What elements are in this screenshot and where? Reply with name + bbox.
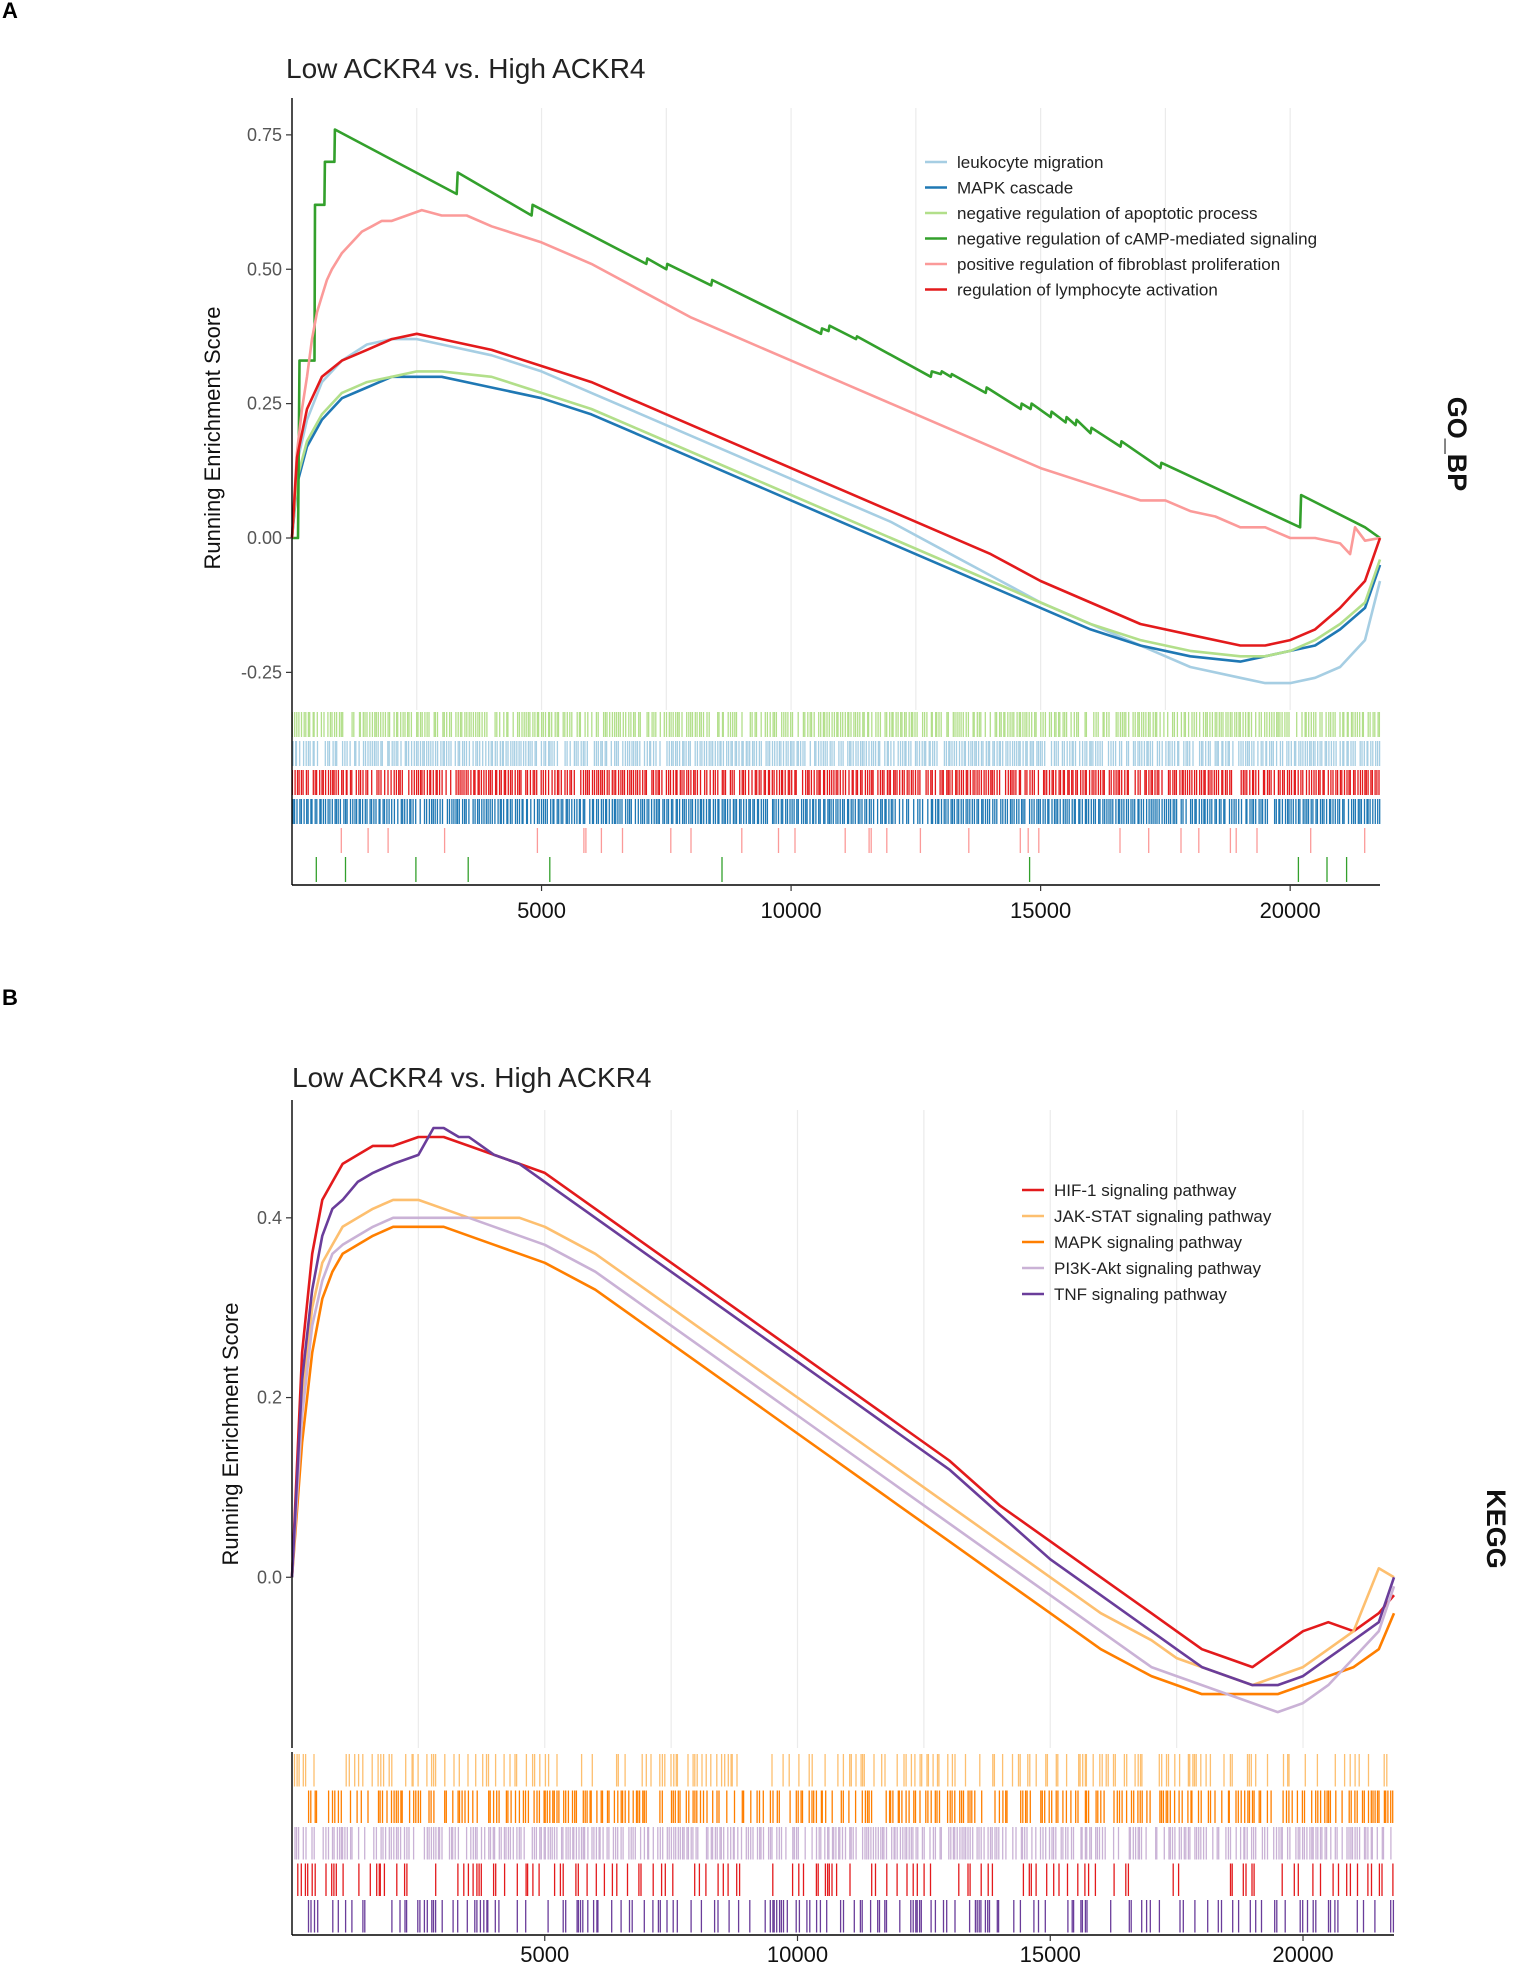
x-tick-label: 5000 xyxy=(517,898,566,923)
series-line-hif-1-signaling-pathway xyxy=(290,1135,1395,1669)
series-line-tnf-signaling-pathway xyxy=(290,1126,1396,1687)
panel-a-hit-rugs xyxy=(291,712,1381,882)
legend-item-jak-stat-signaling-pathway: JAK-STAT signaling pathway xyxy=(1022,1207,1272,1226)
series-line-mapk-signaling-pathway xyxy=(290,1225,1396,1696)
x-tick-label: 15000 xyxy=(1010,898,1071,923)
series-line-positive-regulation-of-fibroblast-proliferation xyxy=(290,208,1381,556)
x-tick-label: 10000 xyxy=(767,1942,828,1965)
series-line-negative-regulation-of-apoptotic-process xyxy=(290,370,1382,658)
panel-a-strip-label: GO_BP xyxy=(1442,397,1472,492)
rug-tnf-signaling-pathway xyxy=(307,1900,1395,1933)
rug-leukocyte-migration xyxy=(292,741,1381,766)
panel-b-axes: 0.0 0.2 0.4 5000 10000 15000 20000 xyxy=(257,1100,1394,1965)
x-tick-label: 10000 xyxy=(760,898,821,923)
panel-b-title: Low ACKR4 vs. High ACKR4 xyxy=(292,1062,652,1093)
y-tick-label: -0.25 xyxy=(241,662,282,682)
rug-mapk-cascade xyxy=(292,799,1381,824)
panel-b-series-lines xyxy=(290,1126,1396,1714)
legend-item-mapk-cascade: MAPK cascade xyxy=(925,179,1073,198)
series-line-pi3k-akt-signaling-pathway xyxy=(290,1216,1396,1714)
legend-label: MAPK cascade xyxy=(957,179,1073,198)
panel-b-ylabel: Running Enrichment Score xyxy=(218,1303,243,1566)
panel-a-ylabel: Running Enrichment Score xyxy=(200,307,225,570)
panel-a: A Low ACKR4 vs. High ACKR4 -0.25 0.00 0.25… xyxy=(2,0,1472,923)
panel-b: B Low ACKR4 vs. High ACKR4 0.0 0.2 0.4 5000… xyxy=(2,985,1511,1965)
x-tick-label: 20000 xyxy=(1260,898,1321,923)
panel-a-legend: leukocyte migration MAPK cascade negative … xyxy=(925,153,1317,300)
rug-jak-stat-signaling-pathway xyxy=(293,1754,1388,1787)
x-tick-label: 5000 xyxy=(520,1942,569,1965)
y-tick-label: 0.00 xyxy=(247,528,282,548)
legend-item-mapk-signaling-pathway: MAPK signaling pathway xyxy=(1022,1233,1243,1252)
legend-label: regulation of lymphocyte activation xyxy=(957,281,1218,300)
rug-negative-regulation-of-camp-mediated-signaling xyxy=(315,857,1348,882)
panel-a-series-lines xyxy=(290,128,1382,685)
x-tick-label: 15000 xyxy=(1020,1942,1081,1965)
legend-item-leukocyte-migration: leukocyte migration xyxy=(925,153,1103,172)
legend-item-negative-regulation-of-camp-mediated-signaling: negative regulation of cAMP-mediated sig… xyxy=(925,230,1317,249)
legend-label: positive regulation of fibroblast prolif… xyxy=(957,255,1280,274)
panel-a-title: Low ACKR4 vs. High ACKR4 xyxy=(286,53,646,84)
panel-a-gridlines xyxy=(416,108,1291,710)
legend-item-positive-regulation-of-fibroblast-proliferation: positive regulation of fibroblast prolif… xyxy=(925,255,1280,274)
panel-b-gridlines xyxy=(417,1110,1304,1748)
panel-a-letter: A xyxy=(2,0,18,23)
panel-b-legend: HIF-1 signaling pathway JAK-STAT signalin… xyxy=(1022,1181,1272,1304)
legend-item-tnf-signaling-pathway: TNF signaling pathway xyxy=(1022,1285,1227,1304)
legend-label: negative regulation of cAMP-mediated sig… xyxy=(957,230,1317,249)
series-line-regulation-of-lymphocyte-activation xyxy=(290,332,1382,647)
rug-negative-regulation-of-apoptotic-process xyxy=(291,712,1381,737)
panel-b-strip-label: KEGG xyxy=(1481,1489,1511,1569)
legend-item-pi3k-akt-signaling-pathway: PI3K-Akt signaling pathway xyxy=(1022,1259,1261,1278)
legend-item-negative-regulation-of-apoptotic-process: negative regulation of apoptotic process xyxy=(925,204,1258,223)
y-tick-label: 0.50 xyxy=(247,259,282,279)
legend-label: HIF-1 signaling pathway xyxy=(1054,1181,1237,1200)
legend-label: TNF signaling pathway xyxy=(1054,1285,1227,1304)
legend-label: PI3K-Akt signaling pathway xyxy=(1054,1259,1261,1278)
series-line-negative-regulation-of-camp-mediated-signaling xyxy=(292,128,1381,540)
legend-label: MAPK signaling pathway xyxy=(1054,1233,1243,1252)
legend-label: leukocyte migration xyxy=(957,153,1103,172)
rug-hif-1-signaling-pathway xyxy=(297,1863,1394,1896)
y-tick-label: 0.75 xyxy=(247,125,282,145)
panel-b-letter: B xyxy=(2,985,18,1010)
y-tick-label: 0.4 xyxy=(257,1208,282,1228)
legend-label: JAK-STAT signaling pathway xyxy=(1054,1207,1272,1226)
series-line-leukocyte-migration xyxy=(290,337,1382,685)
x-tick-label: 20000 xyxy=(1272,1942,1333,1965)
legend-item-regulation-of-lymphocyte-activation: regulation of lymphocyte activation xyxy=(925,281,1218,300)
y-tick-label: 0.25 xyxy=(247,394,282,414)
rug-mapk-signaling-pathway xyxy=(307,1790,1394,1823)
y-tick-label: 0.2 xyxy=(257,1388,282,1408)
rug-regulation-of-lymphocyte-activation xyxy=(291,770,1380,795)
panel-b-hit-rugs xyxy=(293,1754,1395,1933)
rug-pi3k-akt-signaling-pathway xyxy=(294,1827,1392,1860)
series-line-mapk-cascade xyxy=(290,375,1382,663)
panel-a-axes: -0.25 0.00 0.25 0.50 0.75 5000 10000 15000 20000 xyxy=(241,98,1380,923)
legend-item-hif-1-signaling-pathway: HIF-1 signaling pathway xyxy=(1022,1181,1237,1200)
legend-label: negative regulation of apoptotic process xyxy=(957,204,1258,223)
rug-positive-regulation-of-fibroblast-proliferation xyxy=(340,828,1366,853)
y-tick-label: 0.0 xyxy=(257,1567,282,1587)
